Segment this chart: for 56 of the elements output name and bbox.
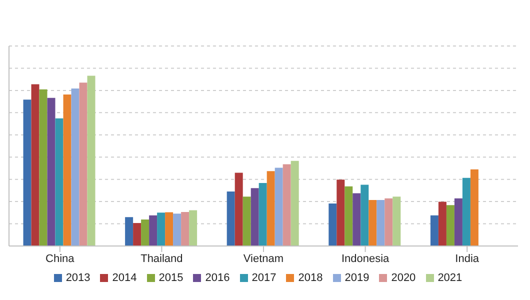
bar (430, 215, 438, 246)
x-tick-label: India (455, 252, 480, 265)
bar (392, 196, 401, 246)
bar (266, 171, 275, 246)
bar (125, 217, 134, 246)
bar (133, 223, 142, 246)
bar (446, 205, 454, 246)
bar (344, 186, 353, 246)
bar (173, 214, 182, 246)
bar (336, 180, 345, 246)
bar (39, 89, 48, 246)
legend-label: 2014 (112, 272, 137, 284)
bar (63, 94, 72, 246)
bar (242, 196, 251, 246)
x-tick-label: Thailand (140, 252, 183, 265)
bar (79, 82, 88, 246)
bar (352, 193, 361, 246)
bar (71, 88, 80, 246)
bar (141, 219, 150, 246)
bar (250, 188, 259, 246)
bar (149, 215, 158, 246)
bar (462, 178, 470, 246)
legend-label: 2016 (205, 272, 230, 284)
legend-label: 2015 (158, 272, 184, 284)
bar (376, 200, 385, 246)
bar (290, 160, 299, 246)
legend-label: 2020 (391, 272, 416, 284)
bar (157, 212, 166, 246)
x-tick-label: China (46, 252, 76, 265)
bar (234, 172, 243, 246)
bar (226, 192, 235, 246)
bar (87, 76, 96, 246)
bar (31, 84, 40, 246)
bar (55, 118, 64, 246)
legend-label: 2017 (252, 272, 276, 284)
bar (454, 198, 462, 246)
bar (181, 212, 190, 246)
bar (23, 100, 32, 246)
bar (360, 184, 369, 246)
bar (368, 200, 377, 246)
bar (47, 98, 56, 246)
legend-label: 2018 (298, 272, 323, 284)
legend-label: 2021 (438, 272, 462, 284)
bar (384, 198, 393, 246)
legend-label: 2013 (66, 272, 90, 284)
bar (470, 169, 478, 246)
legend-label: 2019 (344, 272, 370, 284)
x-tick-label: Vietnam (243, 252, 284, 265)
bar (258, 183, 267, 246)
bar (282, 164, 291, 246)
x-tick-label: Indonesia (341, 252, 390, 265)
bar (165, 212, 174, 246)
bar (328, 203, 337, 246)
bar (189, 210, 198, 246)
bar (438, 202, 446, 246)
bar (274, 168, 283, 246)
